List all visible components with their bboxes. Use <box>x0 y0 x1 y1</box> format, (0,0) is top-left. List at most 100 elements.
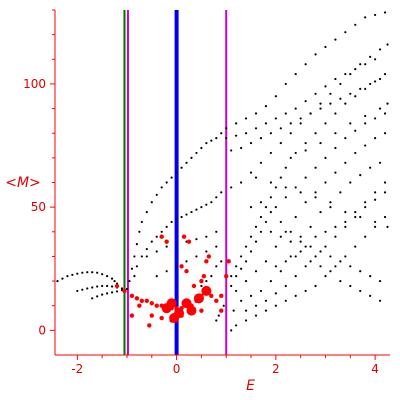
point-s1-41 <box>206 254 212 259</box>
x-axis-title: E <box>246 378 255 394</box>
point-s0-117 <box>314 92 317 95</box>
point-s0-34 <box>130 267 134 270</box>
point-s0-53 <box>215 137 218 140</box>
point-s0-68 <box>354 23 357 26</box>
point-s0-268 <box>339 260 342 263</box>
point-s0-318 <box>220 260 223 263</box>
point-s0-82 <box>180 215 183 219</box>
point-s0-140 <box>289 156 292 159</box>
point-s0-39 <box>145 210 148 214</box>
point-s0-208 <box>344 161 347 164</box>
point-s0-315 <box>205 279 208 283</box>
point-s0-7 <box>91 271 94 274</box>
point-s0-265 <box>309 245 312 248</box>
point-s0-145 <box>364 114 367 118</box>
point-s0-258 <box>383 215 387 219</box>
point-s0-259 <box>249 206 253 209</box>
point-s0-161 <box>259 215 263 219</box>
point-s0-11 <box>110 277 114 280</box>
point-s0-269 <box>349 265 352 268</box>
point-s0-128 <box>269 132 272 135</box>
point-s0-242 <box>383 191 387 194</box>
point-s0-152 <box>195 238 198 241</box>
point-s0-28 <box>106 292 109 295</box>
point-s2-4 <box>166 298 177 309</box>
point-s0-306 <box>383 181 387 184</box>
point-s0-48 <box>190 156 193 159</box>
point-s0-189 <box>314 166 317 169</box>
point-s0-116 <box>304 100 307 103</box>
point-s0-178 <box>235 275 238 278</box>
point-s0-254 <box>344 255 347 258</box>
point-s0-321 <box>222 304 225 307</box>
point-s0-222 <box>329 201 332 204</box>
point-s0-134 <box>329 102 332 105</box>
point-s0-104 <box>359 63 362 66</box>
point-s0-17 <box>86 287 89 290</box>
point-s0-74 <box>140 255 143 258</box>
point-s0-130 <box>289 122 292 125</box>
point-s0-144 <box>349 122 352 125</box>
point-s0-93 <box>249 171 253 174</box>
point-s0-319 <box>215 319 218 322</box>
point-s0-6 <box>86 271 89 274</box>
point-s0-295 <box>274 265 277 268</box>
point-s0-1 <box>61 277 64 280</box>
point-s1-4 <box>139 298 145 303</box>
point-s0-157 <box>240 255 243 258</box>
point-s0-175 <box>374 80 377 83</box>
point-s0-307 <box>155 275 158 278</box>
scatter-points <box>56 11 389 332</box>
point-s1-7 <box>154 303 159 308</box>
point-s1-22 <box>159 315 164 321</box>
point-s1-6 <box>149 301 154 306</box>
point-s0-25 <box>91 297 94 300</box>
point-s0-41 <box>155 193 158 196</box>
point-s0-24 <box>120 287 124 290</box>
point-s0-124 <box>230 149 233 152</box>
point-s0-200 <box>264 260 268 263</box>
point-s0-209 <box>354 151 357 155</box>
x-tick-label-1: 0 <box>173 362 181 376</box>
point-s0-112 <box>264 122 268 125</box>
point-s0-207 <box>334 171 337 174</box>
point-s0-292 <box>359 289 362 293</box>
point-s0-126 <box>249 141 253 145</box>
point-s0-160 <box>254 225 258 228</box>
point-s0-125 <box>240 146 243 150</box>
point-s0-110 <box>244 132 248 135</box>
point-s0-21 <box>106 284 109 288</box>
point-s0-96 <box>279 141 282 145</box>
point-s0-92 <box>240 181 243 184</box>
point-s0-43 <box>165 181 168 184</box>
point-s0-76 <box>150 240 153 243</box>
point-s0-313 <box>215 245 218 248</box>
point-s0-97 <box>289 132 292 135</box>
point-s0-213 <box>240 299 243 302</box>
point-s0-154 <box>215 230 218 233</box>
point-s0-183 <box>259 230 263 233</box>
point-s0-272 <box>378 279 382 283</box>
point-s0-133 <box>319 107 322 110</box>
point-s0-229 <box>254 304 258 307</box>
point-s0-35 <box>133 255 136 258</box>
point-s0-45 <box>175 171 178 174</box>
point-s1-31 <box>184 269 189 274</box>
point-s0-2 <box>66 275 69 278</box>
point-s0-57 <box>244 117 248 120</box>
point-s0-196 <box>383 112 387 115</box>
point-s0-163 <box>269 196 272 199</box>
point-s0-27 <box>101 293 104 296</box>
point-s0-176 <box>383 72 387 76</box>
point-s0-135 <box>339 97 342 100</box>
point-s0-285 <box>289 240 292 243</box>
point-s0-204 <box>304 201 307 204</box>
point-s0-211 <box>374 137 377 140</box>
point-s0-47 <box>185 161 188 164</box>
point-s0-89 <box>215 196 218 199</box>
point-s0-38 <box>140 220 143 224</box>
point-s0-29 <box>110 291 114 294</box>
point-s0-3 <box>71 273 74 277</box>
point-s0-301 <box>334 225 337 228</box>
point-s0-111 <box>254 127 258 130</box>
